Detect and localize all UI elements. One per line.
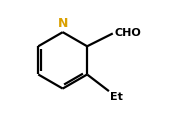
Text: N: N [57, 17, 68, 30]
Text: Et: Et [110, 92, 123, 102]
Text: CHO: CHO [115, 28, 141, 38]
